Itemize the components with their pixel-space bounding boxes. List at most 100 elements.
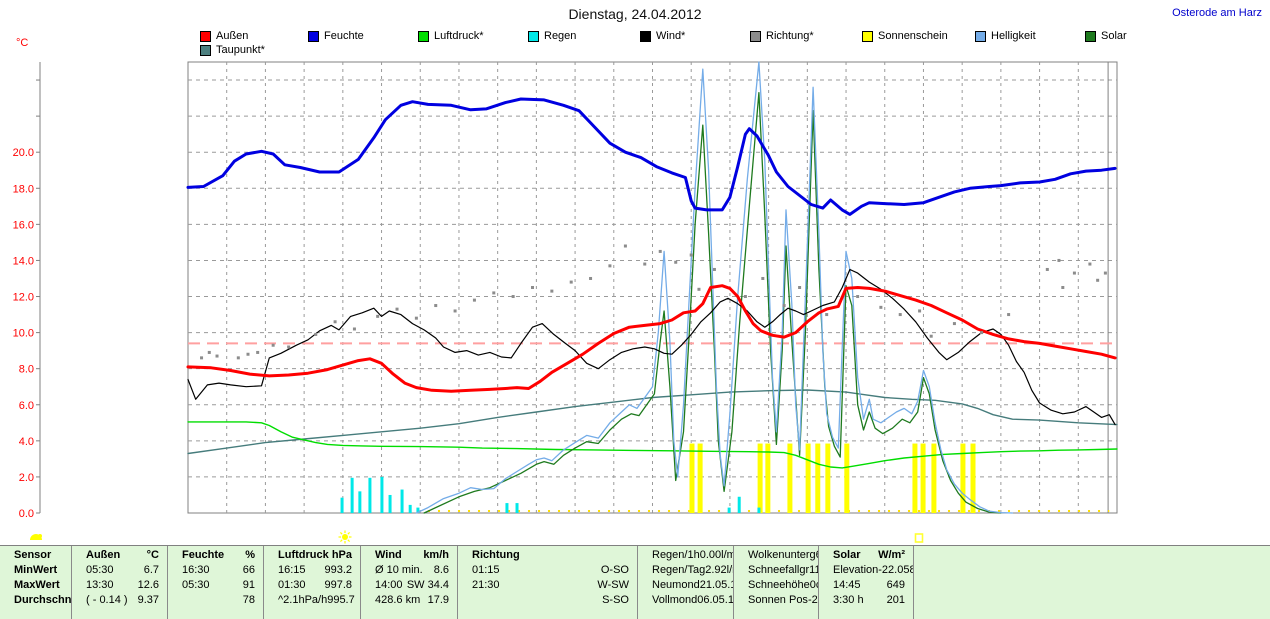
table-col-regen: Regen/1h0.00l/m²Regen/Tag2.92l/m²Neumond… xyxy=(637,546,733,619)
sunshine-bar xyxy=(805,443,811,513)
richtung-dot xyxy=(236,356,240,360)
series-helligkeit xyxy=(415,61,1014,514)
sunshine-bar xyxy=(931,443,937,513)
cell-value: 9.37 xyxy=(137,594,159,606)
richtung-dot xyxy=(589,276,593,280)
sunshine-bar xyxy=(697,443,703,513)
sunshine-bar xyxy=(844,443,850,513)
cell-text: 16:30 xyxy=(182,564,210,576)
table-cell-sensor-row0: Sensor xyxy=(0,548,71,563)
sunshine-bar xyxy=(970,443,976,513)
table-cell-aussen-row1: 05:30 6.7 xyxy=(72,563,167,578)
sun-ray xyxy=(339,539,343,543)
richtung-swatch-icon xyxy=(750,30,761,42)
series-taupunkt xyxy=(187,389,1118,455)
y-axis-tick-label: 12.0 xyxy=(13,292,34,304)
cell-text: Schneehöhe xyxy=(748,579,810,591)
richtung-dot xyxy=(215,354,219,358)
table-cell-luftdruck-row1: 16:15 993.2 xyxy=(264,563,360,578)
table-cell-solar-row0: Solar W/m² xyxy=(819,548,913,563)
legend-item-wind: Wind* xyxy=(640,30,685,42)
series-außen xyxy=(186,284,1117,393)
cell-value: 649 xyxy=(886,579,905,591)
richtung-dot xyxy=(569,280,573,284)
solar-swatch-icon xyxy=(1085,30,1096,42)
table-cell-luftdruck-row3: ^2.1hPa/h 995.7 xyxy=(264,593,360,608)
rain-bar xyxy=(350,477,354,513)
y-axis-unit-label: °C xyxy=(16,37,28,49)
cell-value: 1170m xyxy=(809,564,818,576)
legend-label: Feuchte xyxy=(324,30,364,42)
luftdruck-swatch-icon xyxy=(418,30,429,42)
y-axis-tick-label: 10.0 xyxy=(13,328,34,340)
table-cell-aussen-row3: ( - 0.14 ) 9.37 xyxy=(72,593,167,608)
cell-value: 12.6 xyxy=(137,579,159,591)
table-cell-wind-row2: 14:00 SW 34.4 xyxy=(361,578,457,593)
series-feuchte xyxy=(186,97,1117,216)
cell-value: 0.00l/m² xyxy=(699,549,733,561)
cell-value: 997.8 xyxy=(324,579,352,591)
cell-text: Luftdruck xyxy=(278,549,329,561)
station-location-label: Osterode am Harz xyxy=(1172,7,1262,19)
legend-item-sonnenschein: Sonnenschein xyxy=(862,30,948,42)
richtung-dot xyxy=(608,264,612,268)
rain-bar xyxy=(515,503,519,513)
regen-swatch-icon xyxy=(528,30,539,42)
richtung-dot xyxy=(395,307,399,311)
cell-value: hPa xyxy=(331,549,352,561)
cell-text: Schneefallgr xyxy=(748,564,810,576)
legend-label: Regen xyxy=(544,30,577,42)
cell-text: Sensor xyxy=(14,549,52,561)
cell-text: Regen/1h xyxy=(652,549,700,561)
cell-value: O-SO xyxy=(600,564,629,576)
richtung-dot xyxy=(980,331,984,335)
table-cell-sensor-row1: MinWert xyxy=(0,563,71,578)
richtung-dot xyxy=(434,304,438,308)
cell-value: 613m xyxy=(816,548,818,563)
richtung-dot xyxy=(352,327,356,331)
aussen-swatch-icon xyxy=(200,30,211,42)
table-cell-wind-row3: 428.6 km 17.9 xyxy=(361,593,457,608)
sunshine-bar xyxy=(815,443,821,513)
richtung-dot xyxy=(333,320,337,324)
cell-text: Außen xyxy=(86,549,121,561)
series-wind xyxy=(187,268,1116,426)
richtung-dot xyxy=(929,334,933,338)
cell-text: Richtung xyxy=(472,549,520,561)
rain-bar xyxy=(358,491,362,513)
cell-text: Vollmond xyxy=(652,594,698,606)
table-col-empty xyxy=(913,546,1270,619)
rain-bar xyxy=(416,507,420,513)
richtung-dot xyxy=(697,287,701,291)
table-cell-regen-row0: Regen/1h0.00l/m² xyxy=(638,548,733,563)
richtung-dot xyxy=(511,295,515,299)
richtung-dot xyxy=(531,286,535,289)
sonnenschein-swatch-icon xyxy=(862,30,873,42)
cell-text: Sonnen Pos xyxy=(748,594,808,606)
richtung-dot xyxy=(898,313,902,317)
table-col-sensor: Sensor MinWert MaxWert Durchschnitt xyxy=(0,546,71,619)
richtung-dot xyxy=(314,332,318,336)
cell-text: 01:30 xyxy=(278,579,306,591)
sensor-stats-table: Sensor MinWert MaxWert Durchschnitt Außen °C 0… xyxy=(0,545,1270,619)
table-cell-empty-row1 xyxy=(914,563,1270,578)
cell-value: 201 xyxy=(886,594,905,606)
richtung-dot xyxy=(1096,278,1100,282)
rain-bar xyxy=(737,496,741,513)
cell-value: 6.7 xyxy=(143,564,159,576)
richtung-dot xyxy=(1007,313,1011,317)
cell-value: 17.9 xyxy=(427,594,449,606)
y-axis-tick-label: 0.0 xyxy=(19,508,34,520)
table-cell-solar-row3: 3:30 h 201 xyxy=(819,593,913,608)
page-title: Dienstag, 24.04.2012 xyxy=(568,6,702,22)
richtung-dot xyxy=(879,305,883,309)
cell-text: 14:00 xyxy=(375,579,403,591)
richtung-dot xyxy=(492,291,496,295)
table-cell-empty-row0 xyxy=(914,548,1270,563)
rain-bar xyxy=(757,507,761,513)
cell-value: W-SW xyxy=(597,579,629,591)
table-cell-solar-row2: 14:45 649 xyxy=(819,578,913,593)
rain-bar xyxy=(380,476,384,513)
